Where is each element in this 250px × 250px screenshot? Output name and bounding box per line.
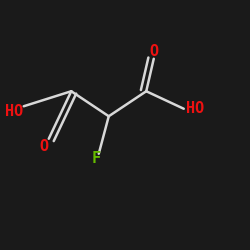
Text: F: F — [92, 151, 101, 166]
Text: O: O — [39, 139, 48, 154]
Text: HO: HO — [6, 104, 24, 119]
Text: O: O — [149, 44, 158, 59]
Text: HO: HO — [186, 101, 204, 116]
